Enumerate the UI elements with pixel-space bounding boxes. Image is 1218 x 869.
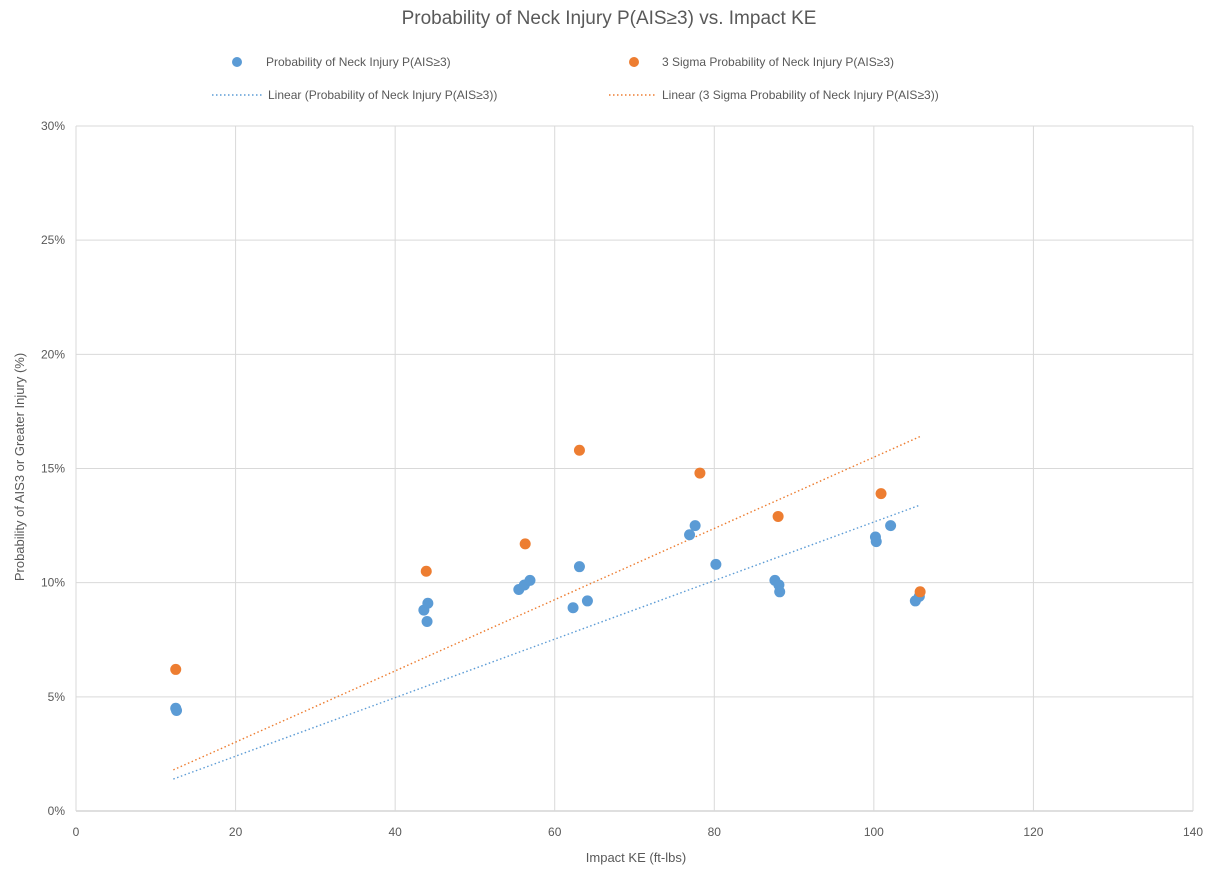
x-tick-label: 40 — [388, 825, 402, 839]
legend-marker — [232, 57, 242, 67]
data-point — [422, 597, 434, 609]
y-tick-label: 25% — [41, 233, 65, 247]
data-point — [774, 586, 786, 598]
y-tick-label: 20% — [41, 347, 65, 361]
legend-label: 3 Sigma Probability of Neck Injury P(AIS… — [662, 55, 894, 69]
trendlines — [173, 435, 921, 780]
legend-label: Linear (Probability of Neck Injury P(AIS… — [268, 88, 497, 102]
data-point — [421, 615, 433, 627]
data-point — [581, 595, 593, 607]
data-point — [524, 574, 536, 586]
x-tick-label: 20 — [229, 825, 243, 839]
legend-label: Probability of Neck Injury P(AIS≥3) — [266, 55, 451, 69]
x-axis-title: Impact KE (ft-lbs) — [586, 850, 686, 865]
data-point — [710, 558, 722, 570]
data-point — [694, 467, 706, 479]
trendline — [173, 504, 921, 780]
data-point — [684, 529, 696, 541]
x-tick-label: 100 — [864, 825, 884, 839]
data-point — [420, 565, 432, 577]
data-point — [567, 602, 579, 614]
tick-labels: 0% 5% 10% 15% 20% 25% 30% 0 20 40 60 80 100 120 140 — [41, 119, 1203, 839]
trendline — [173, 435, 921, 771]
x-tick-label: 60 — [548, 825, 562, 839]
y-tick-label: 0% — [48, 804, 66, 818]
y-tick-label: 30% — [41, 119, 65, 133]
data-point — [875, 488, 887, 500]
legend: Probability of Neck Injury P(AIS≥3) 3 Sig… — [212, 55, 939, 102]
data-point — [170, 663, 182, 675]
data-point — [885, 520, 897, 532]
x-tick-label: 120 — [1023, 825, 1043, 839]
data-point — [772, 510, 784, 522]
data-points — [170, 444, 926, 717]
y-tick-label: 10% — [41, 576, 65, 590]
data-point — [171, 705, 183, 717]
data-point — [914, 586, 926, 598]
data-point — [573, 444, 585, 456]
data-point — [870, 536, 882, 548]
x-tick-label: 0 — [73, 825, 80, 839]
gridlines — [75, 125, 1194, 812]
y-tick-label: 5% — [48, 690, 66, 704]
x-tick-label: 140 — [1183, 825, 1203, 839]
legend-marker — [629, 57, 639, 67]
data-point — [689, 520, 701, 532]
y-axis-title: Probability of AIS3 or Greater Injury (%… — [12, 353, 27, 581]
chart-title: Probability of Neck Injury P(AIS≥3) vs. … — [401, 8, 817, 29]
data-point — [519, 538, 531, 550]
legend-label: Linear (3 Sigma Probability of Neck Inju… — [662, 88, 939, 102]
y-tick-label: 15% — [41, 462, 65, 476]
x-tick-label: 80 — [708, 825, 722, 839]
data-point — [573, 561, 585, 573]
